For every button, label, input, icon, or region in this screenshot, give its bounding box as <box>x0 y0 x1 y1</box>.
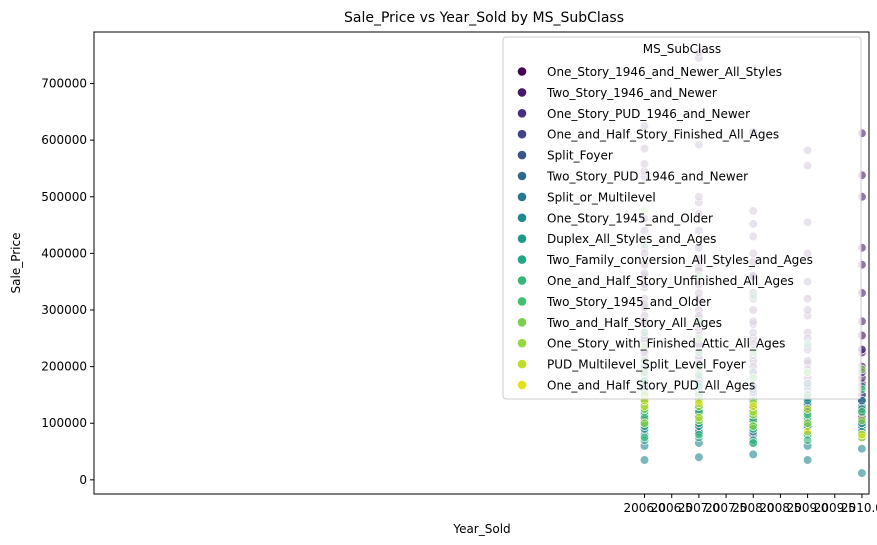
y-axis-label: Sale_Price <box>9 233 23 294</box>
plot-frame <box>93 31 870 495</box>
y-tick-label: 500000 <box>41 190 87 204</box>
legend-marker <box>517 276 527 285</box>
legend-marker <box>517 338 527 348</box>
data-point <box>694 430 704 440</box>
y-tick-label: 600000 <box>41 133 87 147</box>
data-point <box>857 407 867 417</box>
data-point <box>802 435 813 445</box>
y-tick-label: 100000 <box>41 416 87 430</box>
y-tick-label: 0 <box>79 473 87 487</box>
x-tick-label: 2006.5 <box>651 501 693 515</box>
legend-label: Two_Story_1946_and_Newer <box>546 86 717 100</box>
x-tick-label: 2007.0 <box>678 501 720 515</box>
x-axis-label: Year_Sold <box>452 522 510 536</box>
y-tick-label: 700000 <box>41 77 87 91</box>
data-point <box>857 468 867 478</box>
data-point <box>639 432 650 443</box>
legend-marker <box>517 297 527 306</box>
legend-label: One_Story_1946_and_Newer_All_Styles <box>547 65 782 79</box>
legend-marker <box>517 359 527 369</box>
data-point <box>857 415 867 426</box>
data-point <box>802 455 813 465</box>
data-point <box>802 418 813 428</box>
legend-marker <box>517 234 527 243</box>
data-point <box>748 438 758 448</box>
legend: MS_SubClass One_Story_1946_and_Newer_All… <box>502 36 862 400</box>
data-point <box>694 398 704 409</box>
legend-label: Two_and_Half_Story_All_Ages <box>546 316 722 330</box>
legend-label: One_Story_1945_and_Older <box>547 211 713 225</box>
legend-label: Two_Story_1945_and_Older <box>546 295 711 309</box>
legend-box <box>502 36 862 400</box>
data-point <box>639 455 650 465</box>
legend-marker <box>517 318 527 327</box>
data-point <box>857 444 867 454</box>
x-tick-label: 2009.0 <box>787 501 829 515</box>
data-point <box>802 427 813 437</box>
data-point <box>802 404 813 414</box>
legend-label: One_and_Half_Story_PUD_All_Ages <box>547 379 755 393</box>
legend-marker <box>517 192 527 202</box>
legend-label: Split_or_Multilevel <box>547 190 656 204</box>
x-tick-label: 2009.5 <box>814 501 856 515</box>
chart-title: Sale_Price vs Year_Sold by MS_SubClass <box>344 10 624 26</box>
y-axis-ticks: 0 100000 200000 300000 400000 500000 600000 700… <box>41 77 94 487</box>
legend-marker <box>517 171 527 181</box>
legend-label: Duplex_All_Styles_and_Ages <box>547 232 716 246</box>
legend-label: PUD_Multilevel_Split_Level_Foyer <box>547 358 746 372</box>
data-point <box>748 421 758 431</box>
x-tick-label: 2010.0 <box>841 501 877 515</box>
data-point <box>694 413 704 423</box>
legend-label: Split_Foyer <box>547 149 613 163</box>
x-axis-ticks: 2006.02006.52007.02007.52008.02008.52009… <box>624 494 877 515</box>
legend-marker <box>517 255 527 264</box>
legend-marker <box>517 213 527 223</box>
legend-marker <box>517 88 527 97</box>
legend-label: One_Story_PUD_1946_and_Newer <box>547 107 750 121</box>
legend-label: One_and_Half_Story_Finished_All_Ages <box>547 128 779 142</box>
legend-marker <box>517 380 527 390</box>
data-point <box>694 452 704 462</box>
y-tick-label: 200000 <box>41 360 87 374</box>
legend-label: One_and_Half_Story_Unfinished_All_Ages <box>547 274 794 288</box>
data-point <box>748 449 758 460</box>
data-point <box>748 401 758 411</box>
x-tick-label: 2007.5 <box>705 501 747 515</box>
y-tick-label: 400000 <box>41 246 87 260</box>
x-tick-label: 2008.5 <box>759 501 801 515</box>
legend-marker <box>517 129 527 139</box>
legend-label: One_Story_with_Finished_Attic_All_Ages <box>547 337 785 351</box>
legend-marker <box>517 67 527 76</box>
x-tick-label: 2008.0 <box>732 501 774 515</box>
data-point <box>639 418 650 428</box>
legend-title: MS_SubClass <box>643 42 721 56</box>
legend-label: Two_Story_PUD_1946_and_Newer <box>546 170 748 184</box>
legend-label: Two_Family_conversion_All_Styles_and_Age… <box>546 253 813 267</box>
legend-marker <box>517 150 527 160</box>
legend-marker <box>517 109 527 118</box>
legend-items: One_Story_1946_and_Newer_All_Styles Two_S… <box>517 65 813 393</box>
data-point <box>857 430 867 440</box>
y-tick-label: 300000 <box>41 303 87 317</box>
x-tick-label: 2006.0 <box>624 501 666 515</box>
